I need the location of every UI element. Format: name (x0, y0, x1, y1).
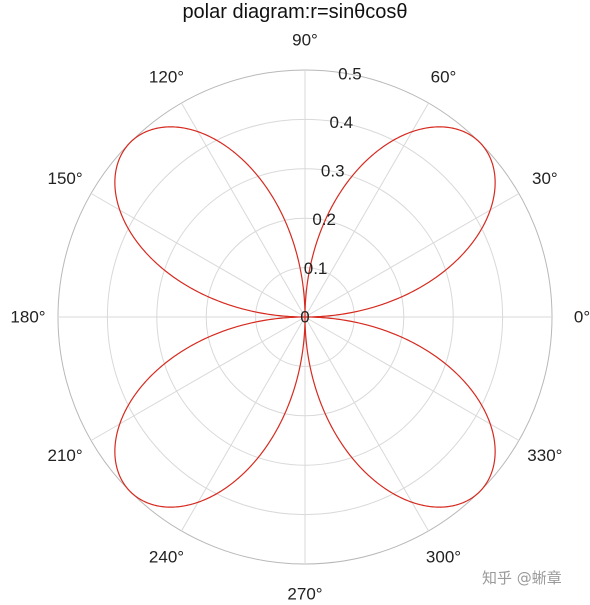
angle-tick-labels: 0° 30° 60° 90° 120° 150° 180° 210° 240° 270° 300° 3… (10, 31, 590, 604)
angle-tick-label: 30° (532, 169, 558, 188)
angle-tick-label: 150° (48, 169, 83, 188)
curve-layer (114, 126, 496, 508)
spoke-5 (90, 193, 306, 318)
angle-tick-label: 90° (292, 31, 318, 50)
spoke-8 (181, 316, 306, 532)
angle-tick-label: 180° (10, 308, 45, 327)
spoke-10 (304, 316, 429, 532)
watermark-text: 知乎 @蜥章 (482, 569, 562, 587)
data-point (119, 209, 121, 211)
radial-tick-label: 0.2 (312, 210, 336, 229)
data-point (185, 348, 187, 350)
radial-tick-label: 0.4 (329, 113, 353, 132)
angle-tick-label: 210° (48, 446, 83, 465)
data-point (185, 284, 187, 286)
data-point (489, 209, 491, 211)
angle-tick-label: 300° (426, 547, 461, 566)
data-point (130, 491, 132, 493)
series-line-r-sin-cos (114, 126, 496, 508)
data-point (411, 131, 413, 133)
data-point (411, 501, 413, 503)
data-point (423, 348, 425, 350)
data-point (272, 435, 274, 437)
data-point (130, 142, 132, 144)
angle-tick-label: 240° (149, 547, 184, 566)
data-point (272, 197, 274, 199)
spoke-11 (304, 316, 520, 441)
radial-tick-label: 0 (300, 308, 309, 327)
data-point (423, 284, 425, 286)
data-point (197, 131, 199, 133)
spoke-4 (181, 102, 306, 318)
angle-tick-label: 120° (149, 68, 184, 87)
spoke-7 (90, 316, 306, 441)
data-point (197, 501, 199, 503)
radial-tick-labels: 0 0.1 0.2 0.3 0.4 0.5 (300, 64, 361, 326)
radial-tick-label: 0.3 (321, 162, 345, 181)
angle-tick-label: 330° (527, 446, 562, 465)
spoke-2 (304, 102, 429, 318)
angle-tick-label: 0° (574, 308, 590, 327)
chart-title: polar diagram:r=sinθcosθ (182, 1, 407, 23)
data-point (336, 197, 338, 199)
data-point (336, 435, 338, 437)
data-point (479, 491, 481, 493)
radial-tick-label: 0.5 (338, 64, 362, 83)
angle-tick-label: 60° (431, 68, 457, 87)
polar-grid (57, 69, 553, 565)
spoke-1 (304, 193, 520, 318)
data-point (479, 142, 481, 144)
angle-tick-label: 270° (287, 585, 322, 604)
radial-tick-label: 0.1 (304, 259, 328, 278)
data-point (119, 423, 121, 425)
data-point (489, 423, 491, 425)
